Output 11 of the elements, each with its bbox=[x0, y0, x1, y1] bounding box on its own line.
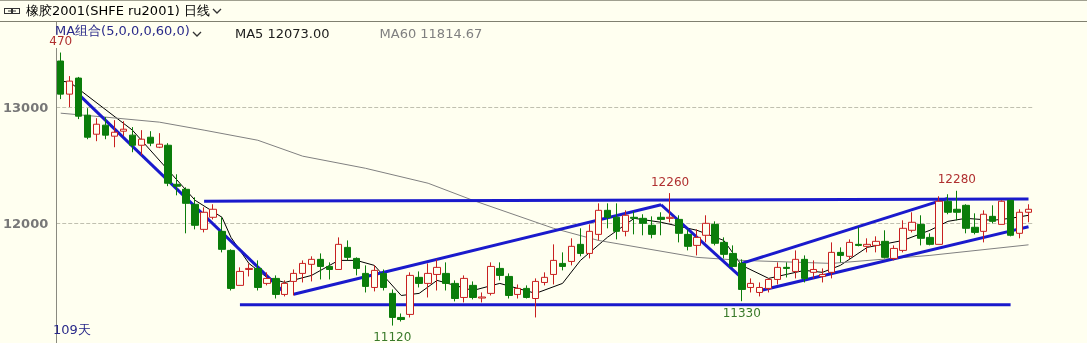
chart-title: 橡胶2001(SHFE ru2001) 日线 bbox=[26, 2, 210, 20]
y-tick-label: 12000 bbox=[2, 215, 49, 231]
y-tick-label: 13000 bbox=[2, 99, 49, 115]
annotation: 109天 bbox=[53, 321, 91, 339]
annotation: 11330 bbox=[722, 305, 761, 320]
annotation: 470 bbox=[49, 34, 73, 49]
text: MA60 11814.67 bbox=[379, 25, 483, 41]
annotation: 12280 bbox=[937, 172, 976, 187]
text: MA5 12073.00 bbox=[235, 25, 330, 41]
annotation: 12260 bbox=[650, 174, 690, 189]
annotation: 11120 bbox=[373, 330, 412, 343]
